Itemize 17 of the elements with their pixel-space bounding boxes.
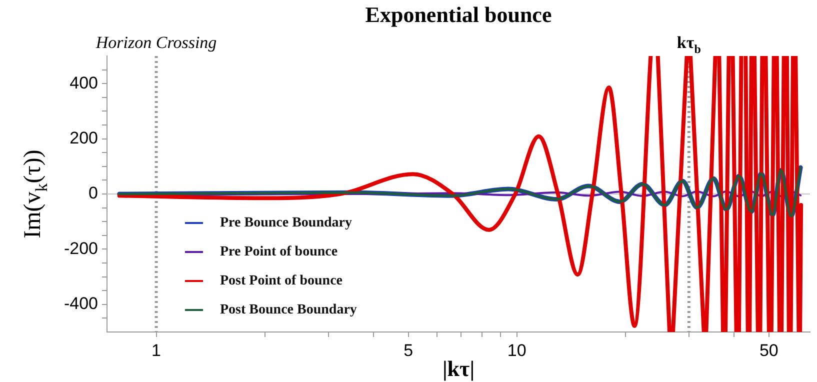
x-tick-label: 10 (507, 340, 526, 360)
legend-label: Post Point of bounce (220, 274, 342, 289)
x-tick-label: 5 (404, 340, 414, 360)
y-tick-label: 0 (88, 184, 98, 203)
y-tick-label: 200 (70, 128, 98, 148)
y-tick-label: 400 (70, 73, 98, 92)
y-tick-label: -200 (64, 238, 98, 258)
y-tick-label: -400 (64, 294, 98, 314)
y-axis-title: Im(vk(τ)) (20, 150, 52, 238)
x-axis-title: |kτ| (442, 356, 475, 381)
chart-title: Exponential bounce (365, 2, 552, 27)
x-tick-label: 1 (152, 340, 162, 360)
x-tick-label: 50 (759, 340, 778, 360)
legend-label: Pre Point of bounce (220, 244, 338, 260)
legend-label: Post Bounce Boundary (220, 302, 357, 318)
legend-label: Pre Bounce Boundary (220, 216, 352, 231)
ref-line-label: Horizon Crossing (94, 33, 217, 52)
